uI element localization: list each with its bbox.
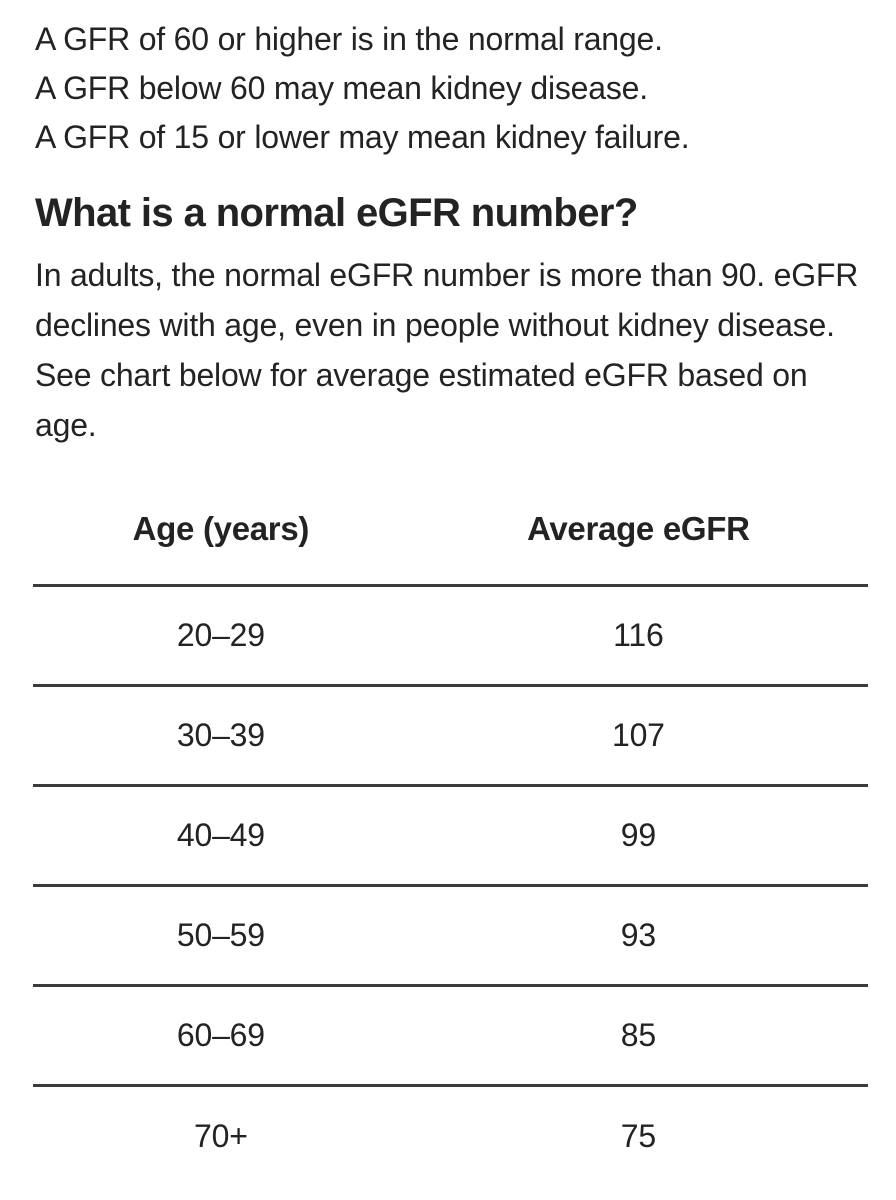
table-row: 20–29 116 bbox=[33, 584, 868, 686]
age-cell: 50–59 bbox=[33, 884, 409, 986]
intro-line-kidney-failure: A GFR of 15 or lower may mean kidney fai… bbox=[35, 119, 690, 155]
table-row: 70+ 75 bbox=[33, 1084, 868, 1186]
table-row: 50–59 93 bbox=[33, 884, 868, 986]
column-header-age: Age (years) bbox=[132, 510, 310, 547]
table-row: 40–49 99 bbox=[33, 784, 868, 886]
egfr-by-age-table: Age (years) Average eGFR 20–29 116 30–39… bbox=[33, 502, 868, 1186]
egfr-cell: 85 bbox=[408, 984, 868, 1086]
age-cell: 30–39 bbox=[33, 684, 409, 786]
section-body-paragraph: In adults, the normal eGFR number is mor… bbox=[35, 257, 859, 443]
table-row: 30–39 107 bbox=[33, 684, 868, 786]
section-heading: What is a normal eGFR number? bbox=[35, 191, 638, 235]
egfr-cell: 75 bbox=[408, 1084, 868, 1186]
egfr-cell: 93 bbox=[408, 884, 868, 986]
egfr-cell: 116 bbox=[408, 584, 868, 686]
age-cell: 40–49 bbox=[33, 784, 409, 886]
column-header-average-egfr: Average eGFR bbox=[527, 510, 750, 547]
table-header-row: Age (years) Average eGFR bbox=[33, 502, 868, 586]
table-row: 60–69 85 bbox=[33, 984, 868, 1086]
egfr-cell: 99 bbox=[408, 784, 868, 886]
gfr-intro: A GFR of 60 or higher is in the normal r… bbox=[35, 15, 866, 162]
age-cell: 70+ bbox=[33, 1084, 409, 1186]
intro-line-normal-range: A GFR of 60 or higher is in the normal r… bbox=[35, 21, 663, 57]
intro-line-kidney-disease: A GFR below 60 may mean kidney disease. bbox=[35, 70, 648, 106]
age-cell: 60–69 bbox=[33, 984, 409, 1086]
egfr-cell: 107 bbox=[408, 684, 868, 786]
age-cell: 20–29 bbox=[33, 584, 409, 686]
